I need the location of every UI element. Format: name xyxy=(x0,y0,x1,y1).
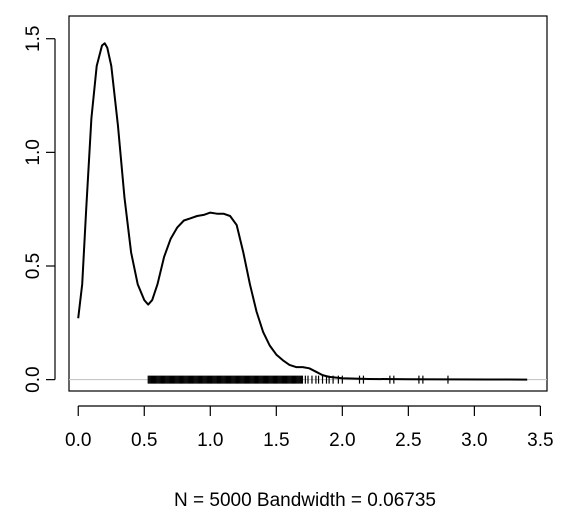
rug-layer xyxy=(147,375,449,384)
x-tick-label: 0.5 xyxy=(131,430,157,451)
x-tick-label: 3.0 xyxy=(461,430,487,451)
y-tick-label: 1.5 xyxy=(23,26,44,52)
x-axis: 0.0 0.5 1.0 1.5 2.0 2.5 3.0 3.5 xyxy=(65,405,554,451)
density-curve xyxy=(77,42,528,381)
x-axis-title: N = 5000 Bandwidth = 0.06735 xyxy=(174,490,436,511)
plot-frame xyxy=(68,15,548,392)
curve-layer xyxy=(77,42,528,381)
x-tick-label: 2.0 xyxy=(329,430,355,451)
y-tick-label: 1.0 xyxy=(23,139,44,165)
y-tick-label: 0.0 xyxy=(23,366,44,392)
y-axis: 0.0 0.5 1.0 1.5 xyxy=(23,26,56,393)
x-tick-label: 1.5 xyxy=(263,430,289,451)
y-tick-label: 0.5 xyxy=(23,253,44,279)
x-tick-label: 2.5 xyxy=(395,430,421,451)
x-tick-label: 1.0 xyxy=(197,430,223,451)
x-tick-label: 0.0 xyxy=(65,430,91,451)
x-tick-label: 3.5 xyxy=(527,430,553,451)
